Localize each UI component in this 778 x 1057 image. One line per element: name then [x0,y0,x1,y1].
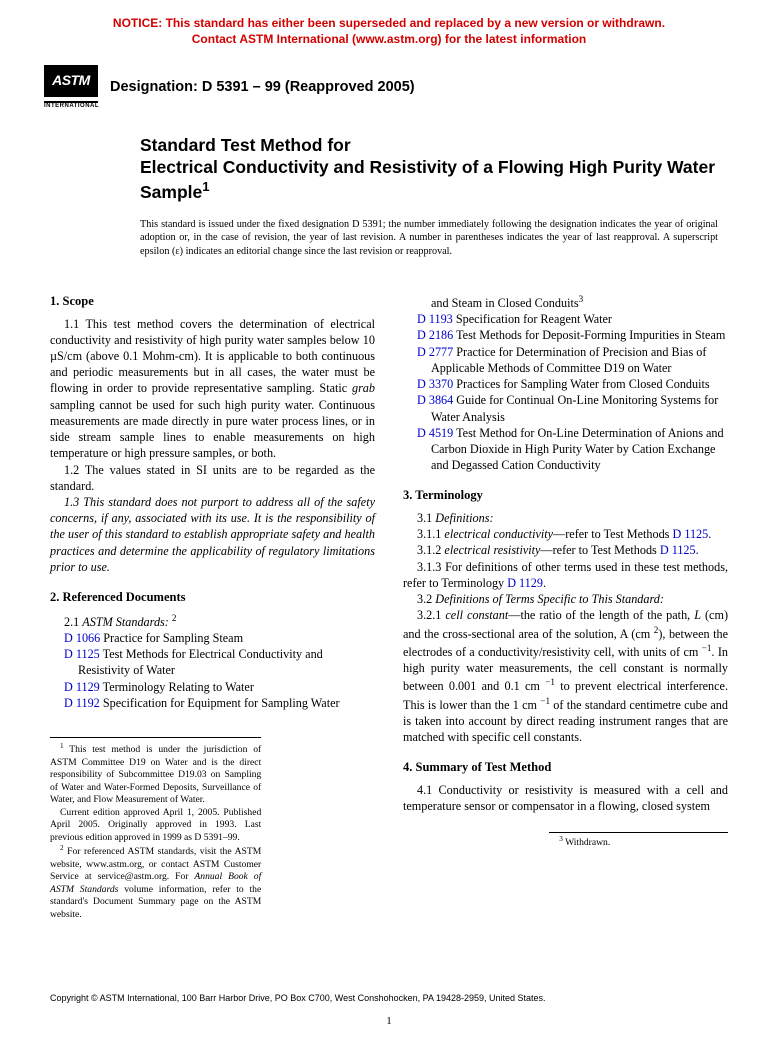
para-3-1: 3.1 Definitions: [403,510,728,526]
ref-list-left: D 1066 Practice for Sampling Steam D 112… [50,630,375,711]
logo-subtext: INTERNATIONAL [44,103,98,109]
designation-text: Designation: D 5391 – 99 (Reapproved 200… [110,79,415,95]
left-column: 1. Scope 1.1 This test method covers the… [50,293,375,921]
footnote-2: 2 For referenced ASTM standards, visit t… [50,844,261,921]
astm-logo: ASTM INTERNATIONAL [44,65,98,109]
ref-link[interactable]: D 1192 [64,696,100,710]
title-block: Standard Test Method for Electrical Cond… [140,135,728,203]
title-lead: Standard Test Method for [140,135,728,157]
ref-link[interactable]: D 3864 [417,393,453,407]
header: ASTM INTERNATIONAL Designation: D 5391 –… [44,65,728,109]
ref-text: Test Method for On-Line Determination of… [431,426,724,472]
ref-text: Practice for Determination of Precision … [431,345,706,375]
issuance-note: This standard is issued under the fixed … [140,218,728,259]
footnotes-right: 3 Withdrawn. [549,832,728,850]
ref-text: Test Methods for Electrical Conductivity… [78,647,323,677]
ref-link[interactable]: D 4519 [417,426,453,440]
ref-item: D 1129 Terminology Relating to Water [50,679,375,695]
para-3-1-3: 3.1.3 For definitions of other terms use… [403,559,728,591]
ref-link[interactable]: D 1193 [417,312,453,326]
page-number: 1 [50,1015,728,1027]
ref-item: D 3370 Practices for Sampling Water from… [403,376,728,392]
ref-text: Guide for Continual On-Line Monitoring S… [431,393,718,423]
ref-text: Practices for Sampling Water from Closed… [456,377,709,391]
body-columns: 1. Scope 1.1 This test method covers the… [50,293,728,921]
footnote-1b: Current edition approved April 1, 2005. … [50,807,261,844]
para-3-2-1: 3.2.1 cell constant—the ratio of the len… [403,607,728,745]
footnotes-left: 1 This test method is under the jurisdic… [50,737,261,921]
ref-link[interactable]: D 1129 [64,680,100,694]
title-sup: 1 [202,179,209,194]
para-4-1: 4.1 Conductivity or resistivity is measu… [403,782,728,814]
ref-text: Specification for Equipment for Sampling… [103,696,340,710]
logo-band-icon [44,95,98,103]
para-3-1-1: 3.1.1 electrical conductivity—refer to T… [403,526,728,542]
ref-item: D 3864 Guide for Continual On-Line Monit… [403,392,728,424]
para-1-2: 1.2 The values stated in SI units are to… [50,462,375,494]
copyright-line: Copyright © ASTM International, 100 Barr… [50,993,728,1003]
ref-item: D 1192 Specification for Equipment for S… [50,695,375,711]
ref-link[interactable]: D 2186 [417,328,453,342]
ref-item: D 2186 Test Methods for Deposit-Forming … [403,327,728,343]
logo-text: ASTM [44,65,98,95]
ref-text: Specification for Reagent Water [456,312,612,326]
footnote-3: 3 Withdrawn. [549,835,728,850]
ref-text: Test Methods for Deposit-Forming Impurit… [456,328,725,342]
para-1-3: 1.3 This standard does not purport to ad… [50,494,375,575]
scope-heading: 1. Scope [50,293,375,310]
ref-text: and Steam in Closed Conduits [431,296,579,310]
footnote-1: 1 This test method is under the jurisdic… [50,742,261,807]
notice-line-1: NOTICE: This standard has either been su… [113,16,665,30]
title-main-text: Electrical Conductivity and Resistivity … [140,157,715,202]
terminology-heading: 3. Terminology [403,487,728,504]
ref-text: Terminology Relating to Water [103,680,254,694]
para-3-2: 3.2 Definitions of Terms Specific to Thi… [403,591,728,607]
right-column: and Steam in Closed Conduits3 D 1193 Spe… [403,293,728,921]
ref-link[interactable]: D 2777 [417,345,453,359]
ref-link[interactable]: D 1125 [660,543,696,557]
document-page: NOTICE: This standard has either been su… [0,0,778,1057]
refdocs-heading: 2. Referenced Documents [50,589,375,606]
ref-item: D 1193 Specification for Reagent Water [403,311,728,327]
ref-item: D 1066 Practice for Sampling Steam [50,630,375,646]
notice-line-2: Contact ASTM International (www.astm.org… [192,32,586,46]
title-main: Electrical Conductivity and Resistivity … [140,157,728,204]
ref-link[interactable]: D 1129 [507,576,543,590]
ref-item: D 1125 Test Methods for Electrical Condu… [50,646,375,678]
summary-heading: 4. Summary of Test Method [403,759,728,776]
ref-list-right: and Steam in Closed Conduits3 D 1193 Spe… [403,293,728,473]
ref-link[interactable]: D 1066 [64,631,100,645]
ref-item: D 4519 Test Method for On-Line Determina… [403,425,728,474]
ref-continuation: and Steam in Closed Conduits3 [403,293,728,311]
para-1-1: 1.1 This test method covers the determin… [50,316,375,462]
ref-link[interactable]: D 1125 [64,647,100,661]
ref-link[interactable]: D 1125 [672,527,708,541]
para-3-1-2: 3.1.2 electrical resistivity—refer to Te… [403,542,728,558]
para-2-1: 2.1 ASTM Standards: 2 [50,612,375,630]
ref-link[interactable]: D 3370 [417,377,453,391]
notice-banner: NOTICE: This standard has either been su… [50,16,728,47]
ref-text: Practice for Sampling Steam [103,631,243,645]
ref-item: D 2777 Practice for Determination of Pre… [403,344,728,376]
